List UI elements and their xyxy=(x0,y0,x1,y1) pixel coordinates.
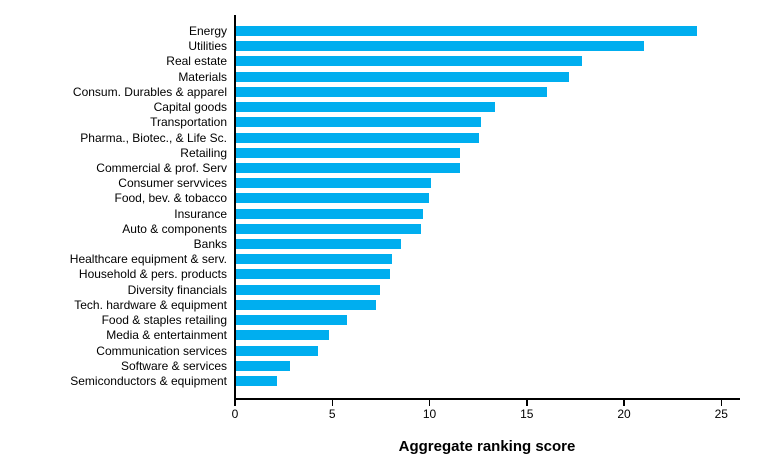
bar xyxy=(236,41,645,52)
category-label: Food & staples retailing xyxy=(101,313,227,328)
category-label: Healthcare equipment & serv. xyxy=(69,252,227,267)
bar xyxy=(236,223,421,234)
bar xyxy=(236,147,460,158)
bar xyxy=(236,86,548,97)
x-tick-label: 20 xyxy=(617,407,631,421)
category-label: Household & pers. products xyxy=(78,267,227,282)
x-axis-title: Aggregate ranking score xyxy=(398,438,576,455)
bar xyxy=(236,284,380,295)
bar xyxy=(236,345,318,356)
bar xyxy=(236,254,392,265)
category-label: Banks xyxy=(193,237,227,252)
x-axis-line xyxy=(234,398,740,400)
x-tick-label: 25 xyxy=(714,407,728,421)
x-tick xyxy=(720,400,722,406)
x-tick-label: 10 xyxy=(422,407,437,421)
bar xyxy=(236,26,697,36)
category-label: Retailing xyxy=(180,145,227,160)
category-label: Real estate xyxy=(166,54,227,69)
bar xyxy=(236,315,347,326)
bar xyxy=(236,178,431,189)
category-label: Tech. hardware & equipment xyxy=(74,297,227,312)
x-tick-label: 5 xyxy=(328,407,336,421)
x-tick xyxy=(526,400,528,406)
bar xyxy=(236,375,277,386)
category-label: Materials xyxy=(178,69,227,84)
bar xyxy=(236,299,377,310)
category-label: Pharma., Biotec., & Life Sc. xyxy=(80,130,227,145)
y-axis-line xyxy=(234,15,236,400)
category-label: Energy xyxy=(188,24,227,38)
bar xyxy=(236,162,460,173)
category-label: Media & entertainment xyxy=(106,328,227,343)
x-tick xyxy=(331,400,333,406)
bar xyxy=(236,102,495,113)
x-tick xyxy=(234,400,236,406)
category-label: Commercial & prof. Serv xyxy=(96,160,227,175)
bar xyxy=(236,56,583,67)
bar xyxy=(236,193,429,204)
category-label: Auto & components xyxy=(122,221,227,236)
category-label: Software & services xyxy=(120,358,227,373)
bar xyxy=(236,208,423,219)
bar xyxy=(236,117,482,128)
category-label: Food, bev. & tobacco xyxy=(114,191,227,206)
category-label: Insurance xyxy=(174,206,227,221)
bar xyxy=(236,132,480,143)
category-label: Utilities xyxy=(188,39,227,54)
category-label: Transportation xyxy=(150,115,227,130)
bar xyxy=(236,360,291,371)
bar xyxy=(236,269,390,280)
bar xyxy=(236,239,402,250)
category-label: Consum. Durables & apparel xyxy=(72,84,227,99)
bar xyxy=(236,71,569,82)
category-label: Consumer servvices xyxy=(118,176,227,191)
x-tick xyxy=(428,400,431,406)
plot-area: 0 5 10 15 20 25 xyxy=(232,15,740,421)
category-label: Diversity financials xyxy=(127,282,227,297)
category-label: Communication services xyxy=(96,343,227,358)
category-label: Capital goods xyxy=(153,100,227,115)
bar xyxy=(236,330,330,341)
x-tick xyxy=(623,400,625,406)
x-tick-label: 15 xyxy=(520,407,534,421)
x-tick-label: 0 xyxy=(231,407,239,421)
category-label: Semiconductors & equipment xyxy=(70,373,227,388)
